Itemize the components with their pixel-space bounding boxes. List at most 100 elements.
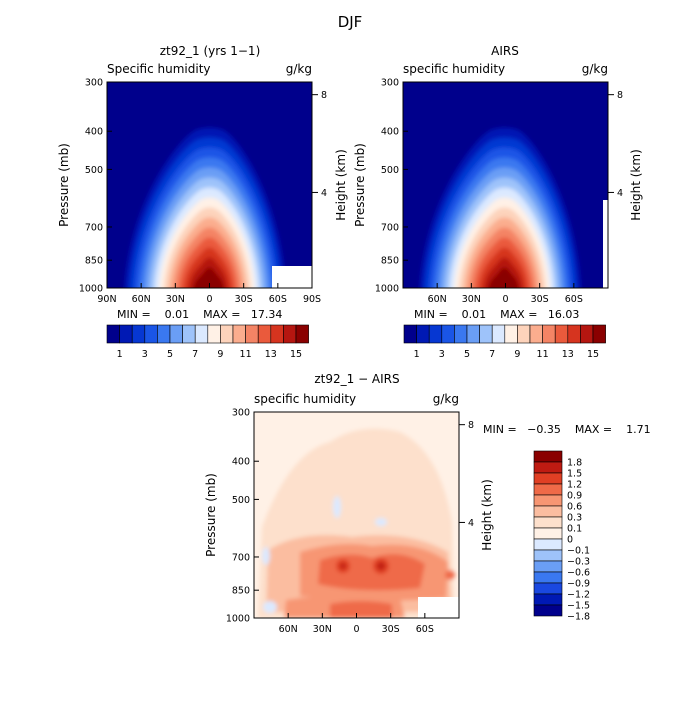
y-tick-label: 1000: [79, 284, 103, 295]
colorbar-swatch: [533, 450, 563, 463]
colorbar-swatch: [270, 324, 284, 344]
colorbar-swatch: [232, 324, 246, 344]
colorbar-swatch: [554, 324, 569, 344]
colorbar-swatch: [517, 324, 531, 344]
y-tick-label: 500: [381, 165, 399, 176]
y-tick-label: 1000: [226, 614, 250, 625]
panel1-stats: MIN = 0.01 MAX = 17.34: [117, 308, 282, 321]
height-tick-label: 8: [468, 420, 474, 431]
x-tick-label: 0: [206, 294, 212, 305]
panel-difference: zt92_1 − AIRS specific humidity g/kg 300…: [204, 372, 651, 635]
y-tick-label: 850: [85, 256, 103, 267]
figure-title: DJF: [338, 13, 363, 31]
panel2-ylabel: Pressure (mb): [353, 143, 367, 227]
colorbar-swatch: [533, 593, 563, 606]
anomaly-contour-band: [318, 554, 425, 591]
panel-model: zt92_1 (yrs 1−1) Specific humidity g/kg …: [57, 44, 348, 360]
panel1-colorbar: 1 3 5 7 9 11 13 15: [106, 324, 309, 360]
colorbar-label: 15: [587, 349, 599, 360]
colorbar-swatch: [454, 324, 468, 344]
colorbar-swatch: [403, 324, 417, 344]
y-tick-label: 500: [85, 165, 103, 176]
colorbar-label: 0.9: [567, 491, 582, 502]
colorbar-swatch: [533, 483, 563, 496]
x-tick-label: 90N: [97, 294, 116, 305]
x-tick-label: 30S: [235, 294, 253, 305]
panel2-ylabel-right: Height (km): [629, 149, 643, 220]
colorbar-label: −1.2: [567, 590, 590, 601]
colorbar-swatch: [131, 324, 146, 344]
x-tick-label: 60S: [269, 294, 287, 305]
x-tick-label: 30N: [166, 294, 185, 305]
height-tick-label: 8: [321, 90, 327, 101]
x-tick-label: 30N: [462, 294, 481, 305]
panel2-colorbar: 1 3 5 7 9 11 13 15: [403, 324, 606, 360]
colorbar-swatch: [529, 324, 543, 344]
anomaly-maximum: [445, 570, 455, 580]
colorbar-label: 1.8: [567, 458, 582, 469]
anomaly-maximum: [340, 563, 346, 569]
colorbar-swatch: [245, 324, 259, 344]
colorbar-swatch: [169, 324, 183, 344]
anomaly-contour-band: [330, 601, 392, 618]
colorbar-label: 0.3: [567, 513, 582, 524]
colorbar-label: 11: [537, 349, 549, 360]
y-tick-label: 1000: [375, 284, 399, 295]
colorbar-label: 13: [265, 349, 277, 360]
x-tick-label: 30N: [313, 624, 332, 635]
colorbar-label: 3: [142, 349, 148, 360]
colorbar-swatch: [533, 505, 563, 518]
x-tick-label: 60N: [279, 624, 298, 635]
x-tick-label: 0: [353, 624, 359, 635]
colorbar-swatch: [533, 549, 563, 562]
colorbar-swatch: [533, 538, 563, 551]
colorbar-swatch: [182, 324, 196, 344]
panel1-ylabel: Pressure (mb): [57, 143, 71, 227]
colorbar-label: 1.5: [567, 469, 582, 480]
negative-anomaly: [263, 601, 277, 613]
colorbar-swatch: [592, 324, 606, 344]
colorbar-label: 3: [439, 349, 445, 360]
colorbar-swatch: [283, 324, 297, 344]
y-tick-label: 850: [381, 256, 399, 267]
colorbar-swatch: [194, 324, 209, 344]
colorbar-label: 1: [117, 349, 123, 360]
colorbar-label: 9: [217, 349, 223, 360]
panel2-plot-area: [403, 82, 608, 288]
colorbar-swatch: [542, 324, 556, 344]
colorbar-swatch: [207, 324, 221, 344]
colorbar-swatch: [416, 324, 430, 344]
colorbar-label: 15: [290, 349, 302, 360]
colorbar-swatch: [533, 560, 563, 573]
colorbar-swatch: [533, 582, 563, 595]
x-tick-label: 30S: [382, 624, 400, 635]
colorbar-swatch: [428, 324, 443, 344]
colorbar-swatch: [533, 472, 563, 485]
colorbar-swatch: [533, 527, 563, 540]
colorbar-label: −0.6: [567, 568, 590, 579]
colorbar-swatch: [220, 324, 234, 344]
x-tick-label: 60S: [416, 624, 434, 635]
y-tick-label: 300: [381, 78, 399, 89]
x-tick-label: 60N: [132, 294, 151, 305]
x-tick-label: 60N: [428, 294, 447, 305]
y-tick-label: 700: [232, 552, 250, 563]
colorbar-swatch: [441, 324, 455, 344]
panel1-subtitle: Specific humidity: [107, 62, 211, 76]
colorbar-swatch: [504, 324, 518, 344]
colorbar-label: −0.1: [567, 546, 590, 557]
colorbar-swatch: [533, 604, 563, 617]
panel3-subtitle: specific humidity: [254, 392, 356, 406]
panel3-ylabel: Pressure (mb): [204, 473, 218, 557]
y-tick-label: 500: [232, 495, 250, 506]
panel3-ylabel-right: Height (km): [480, 479, 494, 550]
colorbar-label: 0.6: [567, 502, 582, 513]
height-tick-label: 4: [617, 188, 623, 199]
panel3-units: g/kg: [433, 392, 459, 406]
colorbar-swatch: [106, 324, 120, 344]
colorbar-swatch: [295, 324, 309, 344]
panel2-stats: MIN = 0.01 MAX = 16.03: [414, 308, 579, 321]
colorbar-swatch: [466, 324, 480, 344]
y-tick-label: 700: [381, 222, 399, 233]
colorbar-swatch: [144, 324, 158, 344]
